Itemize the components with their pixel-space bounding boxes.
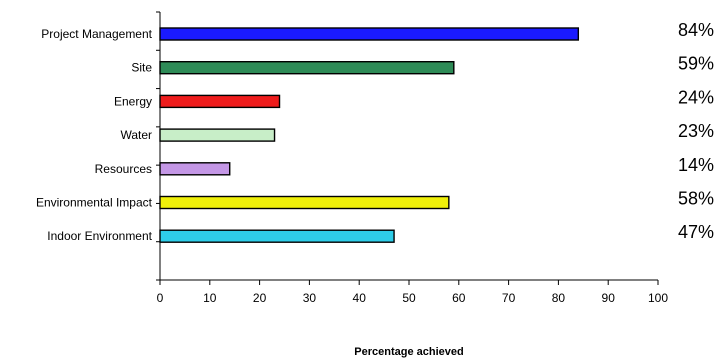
value-label: 47% (678, 222, 714, 242)
bar-indoor-environment (159, 229, 395, 243)
x-tick-label: 50 (402, 291, 416, 305)
value-label: 23% (678, 121, 714, 141)
value-label: 14% (678, 155, 714, 175)
x-tick-label: 40 (353, 291, 367, 305)
chart-axes: 0 10 20 30 40 50 60 70 80 90 100 (156, 11, 668, 305)
x-tick-label: 100 (648, 291, 668, 305)
bar-water (159, 128, 276, 142)
value-label: 24% (678, 87, 714, 107)
x-tick-label: 80 (552, 291, 566, 305)
x-tick-label: 60 (452, 291, 466, 305)
category-label: Environmental Impact (36, 196, 153, 210)
bar-site (159, 61, 455, 75)
x-tick-label: 70 (502, 291, 516, 305)
bar-energy (159, 94, 281, 109)
category-label: Project Management (41, 27, 152, 41)
bar-project-management (159, 27, 580, 41)
bar-environmental-impact (159, 195, 450, 210)
x-axis-title: Percentage achieved (354, 346, 463, 358)
value-label: 84% (678, 20, 714, 40)
bar-resources (159, 162, 231, 176)
chart-bars (159, 27, 580, 243)
x-tick-label: 30 (303, 291, 317, 305)
value-label: 58% (678, 189, 714, 209)
category-label: Energy (114, 94, 152, 108)
x-tick-label: 0 (157, 291, 164, 305)
x-tick-label: 90 (602, 291, 616, 305)
category-label: Resources (95, 162, 152, 176)
category-label: Water (120, 128, 152, 142)
value-label: 59% (678, 54, 714, 74)
x-tick-label: 20 (253, 291, 267, 305)
chart-labels: Project Management 84% Site 59% Energy 24% Wat… (36, 20, 714, 243)
category-label: Site (131, 61, 152, 75)
x-tick-label: 10 (203, 291, 217, 305)
category-label: Indoor Environment (47, 229, 152, 243)
